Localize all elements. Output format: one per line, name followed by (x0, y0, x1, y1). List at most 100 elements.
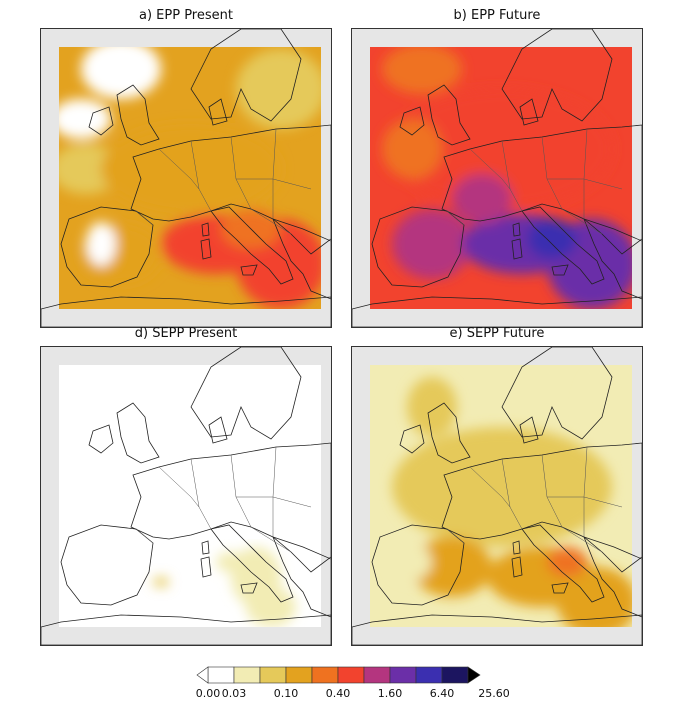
coastline (116, 84, 160, 146)
coastline (551, 264, 569, 276)
coastline (519, 98, 539, 126)
panel-title: b) EPP Future (453, 8, 541, 23)
coastline (427, 402, 471, 464)
colorbar-segment (233, 666, 261, 684)
coastline (272, 218, 331, 300)
country-border (547, 496, 623, 508)
coastline (519, 416, 539, 444)
coastline (208, 98, 228, 126)
coastline (88, 106, 114, 136)
coastline (41, 296, 331, 327)
coastline (501, 347, 613, 440)
field-blob (527, 219, 577, 259)
field-blob (407, 377, 457, 437)
panel-sepp-future: e) SEPP Future (351, 326, 643, 646)
coastline (201, 540, 210, 555)
panel-title: a) EPP Present (139, 8, 233, 23)
map-field (41, 347, 331, 645)
country-border (250, 526, 292, 553)
coastline (371, 524, 465, 606)
field-blob (392, 427, 612, 547)
colorbar-tick-label: 0.00 (195, 687, 221, 700)
colorbar-min-arrow (196, 666, 209, 684)
coastline (60, 524, 154, 606)
field-blob (582, 367, 632, 447)
coastline (208, 416, 228, 444)
coastline (240, 582, 258, 594)
panel-title: d) SEPP Present (134, 326, 238, 341)
colorbar-segment (389, 666, 417, 684)
coastline (583, 218, 642, 300)
country-border (236, 178, 312, 190)
field-blob (81, 47, 161, 99)
coastline (240, 264, 258, 276)
map-sepp-future (351, 346, 643, 646)
map-field (352, 29, 642, 327)
coastline (399, 106, 425, 136)
country-border (446, 528, 465, 544)
country-border (135, 528, 154, 544)
country-border (561, 526, 603, 553)
map-sepp-present (40, 346, 332, 646)
map-epp-future (351, 28, 643, 328)
country-border (236, 496, 312, 508)
field-blob (412, 537, 492, 597)
colorbar-tick-label: 1.60 (377, 687, 403, 700)
panel-sepp-present: d) SEPP Present (40, 326, 332, 646)
colorbar-max-arrow (467, 666, 481, 684)
map-field (352, 347, 642, 645)
country-border (469, 466, 511, 508)
coastline (521, 206, 605, 285)
country-border (135, 210, 154, 226)
map-epp-present (40, 28, 332, 328)
field-blob (246, 587, 296, 627)
colorbar-segment (259, 666, 287, 684)
colorbar-segment (441, 666, 469, 684)
panel-title: e) SEPP Future (449, 326, 545, 341)
coastline (352, 296, 642, 327)
coastline (511, 556, 523, 578)
field-blob (382, 47, 462, 94)
field-blob (382, 119, 442, 179)
colorbar-tick-label: 25.60 (478, 687, 510, 700)
coastline (399, 424, 425, 454)
country-border (547, 178, 623, 190)
country-border (158, 148, 200, 190)
coastline (427, 84, 471, 146)
coastline (200, 556, 212, 578)
coastline (441, 442, 642, 573)
colorbar-segment (207, 666, 235, 684)
coastline (130, 124, 331, 255)
colorbar-segment (363, 666, 391, 684)
coastline (210, 524, 294, 603)
coastline (512, 222, 521, 237)
country-border (561, 208, 603, 235)
field-blob (101, 124, 281, 214)
coastline (130, 442, 331, 573)
coastline (190, 347, 302, 440)
panel-epp-present: a) EPP Present (40, 8, 332, 328)
coastline (583, 536, 642, 618)
country-border (158, 466, 200, 508)
country-border (446, 210, 465, 226)
colorbar-segment (415, 666, 443, 684)
colorbar-tick-label: 0.10 (273, 687, 299, 700)
field-blob (452, 174, 512, 224)
colorbar-segment (337, 666, 365, 684)
colorbar-segment (311, 666, 339, 684)
panel-epp-future: b) EPP Future (351, 8, 643, 328)
coastline (60, 206, 154, 288)
coastline (551, 582, 569, 594)
field-blob (392, 209, 472, 279)
coastline (521, 524, 605, 603)
field-blob (236, 49, 321, 129)
field-blob (153, 577, 169, 587)
field-blob (59, 99, 111, 139)
colorbar-tick-label: 6.40 (429, 687, 455, 700)
field-blob (557, 567, 632, 627)
coastline (352, 614, 642, 645)
coastline (371, 206, 465, 288)
field-blob (86, 222, 116, 266)
field-blob (216, 552, 246, 572)
coastline (201, 222, 210, 237)
